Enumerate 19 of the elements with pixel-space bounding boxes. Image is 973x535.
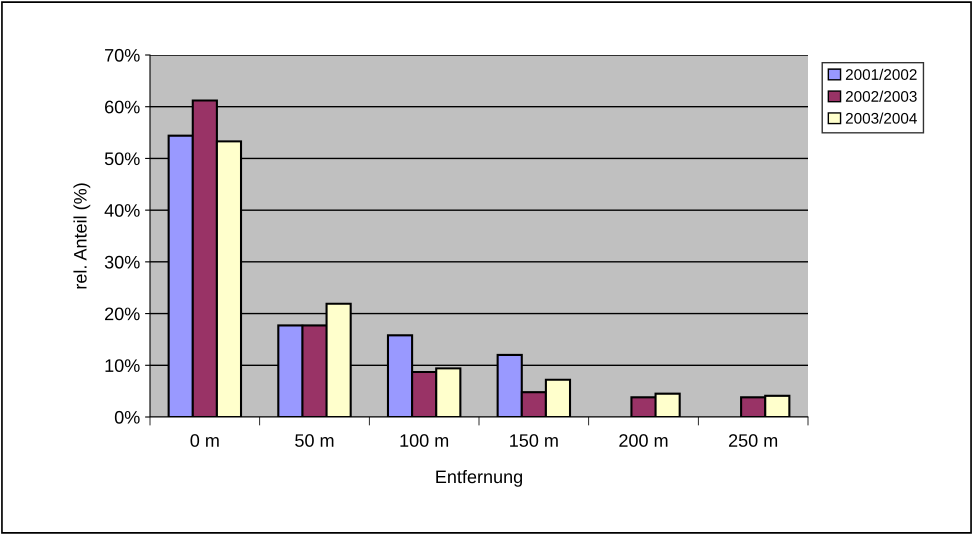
x-tick-label: 200 m [619,434,668,447]
legend-label: 2002/2003 [846,90,917,102]
y-tick-label: 60% [105,100,140,114]
legend-label: 2001/2002 [846,68,917,80]
y-tick-label: 30% [104,256,140,269]
y-tick-label: 20% [105,308,140,320]
x-tick-label: 150 m [510,434,558,447]
legend-label: 2003/2004 [846,112,917,124]
y-tick-label: 40% [104,204,140,217]
y-tick-label: 10% [106,359,140,372]
x-tick-label: 50 m [295,434,334,447]
x-tick-label: 0 m [190,434,219,447]
x-tick-label: 100 m [400,434,448,447]
x-tick-label: 250 m [728,434,778,447]
y-tick-label: 50% [104,152,140,166]
y-tick-label: 0% [114,410,140,424]
x-axis-title: Entfernung [436,470,522,487]
y-axis-title: rel. Anteil (%) [73,183,90,288]
y-tick-label: 70% [105,48,140,62]
